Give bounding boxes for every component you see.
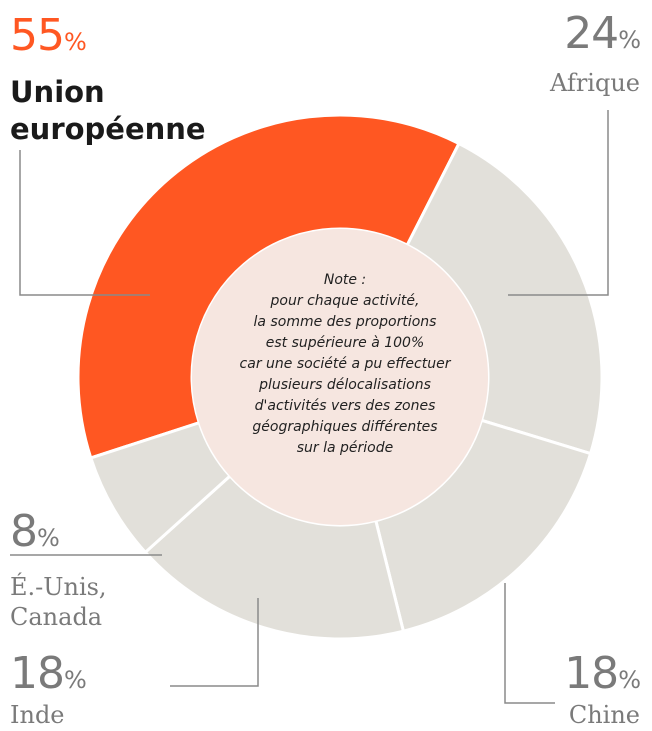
pct-label-inde: 18% <box>10 652 87 702</box>
pct-value-chine: 18 <box>564 648 619 699</box>
slice-label-afrique: Afrique <box>550 68 640 98</box>
center-note: Note : pour chaque activité, la somme de… <box>200 270 490 459</box>
leader-line-eu <box>19 150 150 296</box>
center-note-line: car une société a pu effectuer <box>239 356 451 372</box>
pct-label-chine: 18% <box>564 652 641 702</box>
pct-value-afrique: 24 <box>564 8 619 59</box>
slice-label-usa-canada-line2: Canada <box>10 603 103 631</box>
pct-sign-inde: % <box>64 666 87 694</box>
slice-label-inde-line1: Inde <box>10 701 65 729</box>
center-note-line: sur la période <box>296 440 394 456</box>
slice-label-chine: Chine <box>569 700 640 730</box>
pct-label-afrique: 24% <box>564 12 641 62</box>
leader-line-inde <box>170 598 259 687</box>
slice-label-usa-canada-line1: É.-Unis, <box>10 573 107 601</box>
slice-label-eu-line2: européenne <box>10 112 206 146</box>
center-note-line: plusieurs délocalisations <box>259 377 431 393</box>
slice-label-inde: Inde <box>10 700 65 730</box>
pct-value-inde: 18 <box>10 648 65 699</box>
slice-label-chine-line1: Chine <box>568 701 640 729</box>
leader-line-chine <box>504 583 555 704</box>
pct-sign-eu: % <box>64 28 87 56</box>
pct-sign-afrique: % <box>618 26 641 54</box>
pct-label-usa-canada: 8% <box>10 510 60 560</box>
pct-value-usa-canada: 8 <box>10 506 38 557</box>
slice-label-usa-canada: É.-Unis, Canada <box>10 572 107 632</box>
pct-value-eu: 55 <box>10 10 65 61</box>
pct-sign-chine: % <box>618 666 641 694</box>
center-note-line: géographiques différentes <box>252 419 438 435</box>
center-note-line: d'activités vers des zones <box>254 398 436 414</box>
leader-lines <box>10 110 609 704</box>
slice-label-afrique-line1: Afrique <box>550 69 640 97</box>
slice-label-eu-line1: Union <box>10 75 105 109</box>
center-note-line: pour chaque activité, <box>270 293 420 309</box>
center-note-line: est supérieure à 100% <box>265 335 425 351</box>
donut-center <box>192 229 488 525</box>
leader-line-afrique <box>508 110 609 296</box>
pct-label-eu: 55% <box>10 14 87 64</box>
donut-slices <box>76 113 604 641</box>
center-note-line: la somme des proportions <box>253 314 437 330</box>
slice-label-eu: Union européenne <box>10 74 206 148</box>
pct-sign-usa-canada: % <box>37 524 60 552</box>
center-note-title: Note : <box>323 272 367 288</box>
